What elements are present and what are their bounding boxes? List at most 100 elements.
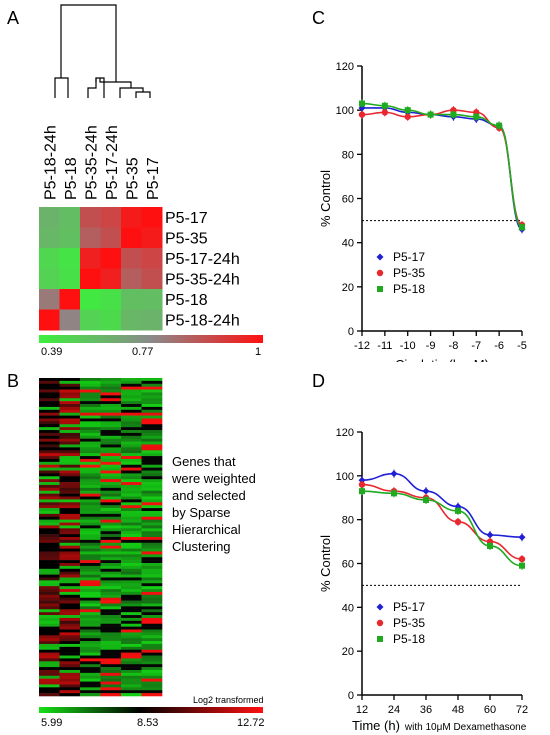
gene-heatmap-cell <box>141 534 163 538</box>
gene-heatmap-cell <box>121 479 142 483</box>
heatmap-cell <box>39 207 60 228</box>
gene-heatmap-cell <box>80 641 101 645</box>
gene-heatmap-cell <box>100 398 122 402</box>
gene-heatmap-cell <box>80 487 101 492</box>
x-axis-label: Cisplatin (log M) <box>395 357 489 362</box>
gene-heatmap-cell <box>141 646 163 651</box>
gene-heatmap-cells <box>39 378 163 697</box>
gene-colorbar-mid: 8.53 <box>137 717 158 729</box>
gene-heatmap-cell <box>141 684 163 688</box>
gene-heatmap-cell <box>59 629 81 633</box>
gene-heatmap-cell <box>100 502 122 506</box>
gene-heatmap-cell <box>80 441 101 445</box>
gene-heatmap-cell <box>39 551 60 555</box>
heatmap-cell <box>39 227 60 249</box>
gene-heatmap-cell <box>80 597 101 601</box>
gene-heatmap-cell <box>100 632 122 636</box>
heatmap-cell <box>59 309 81 331</box>
gene-heatmap-cell <box>59 479 81 483</box>
heatmap-cell <box>121 248 142 269</box>
heatmap-cells <box>39 207 163 331</box>
gene-heatmap-cell <box>80 479 101 483</box>
gene-heatmap-cell <box>80 632 101 636</box>
gene-heatmap-cell <box>59 687 81 691</box>
legend-marker <box>376 269 384 277</box>
gene-heatmap-cell <box>121 438 142 442</box>
gene-heatmap-cell <box>121 401 142 405</box>
heatmap-column-label: P5-17-24h <box>104 125 121 200</box>
gene-heatmap-cell <box>141 406 163 411</box>
heatmap-cell <box>141 289 163 310</box>
correlation-heatmap-panel: P5-18-24h P5-18 P5-35-24h P5-17-24h P5-35 P5-… <box>39 4 263 358</box>
gene-heatmap-cell <box>100 551 122 555</box>
gene-heatmap-cell <box>100 404 122 408</box>
gene-heatmap-cell <box>59 447 81 451</box>
gene-heatmap-cell <box>80 658 101 662</box>
gene-heatmap-cell <box>59 669 81 674</box>
gene-heatmap-cell <box>39 467 60 471</box>
gene-heatmap-cell <box>121 600 142 604</box>
gene-heatmap-cell <box>39 597 60 601</box>
gene-heatmap-cell <box>39 591 60 596</box>
gene-heatmap-cell <box>141 424 163 428</box>
gene-heatmap-cell <box>141 447 163 451</box>
gene-heatmap-cell <box>121 554 142 558</box>
gene-heatmap-cell <box>80 554 101 558</box>
gene-heatmap-cell <box>59 675 81 679</box>
gene-heatmap-cell <box>100 583 122 587</box>
gene-heatmap-cell <box>100 484 122 489</box>
gene-heatmap-cell <box>39 432 60 437</box>
gene-heatmap-cell <box>59 438 81 442</box>
gene-heatmap-cell <box>100 635 122 639</box>
gene-heatmap-cell <box>59 597 81 601</box>
gene-heatmap-cell <box>80 447 101 451</box>
gene-heatmap-cell <box>59 432 81 437</box>
gene-heatmap-cell <box>121 612 142 616</box>
gene-heatmap-cell <box>59 577 81 581</box>
panel-letter-c: C <box>312 8 325 28</box>
gene-heatmap-cell <box>121 435 142 440</box>
gene-heatmap-cell <box>39 586 60 590</box>
gene-heatmap-cell <box>39 548 60 552</box>
gene-heatmap-cell <box>80 560 101 564</box>
gene-heatmap-cell <box>80 458 101 463</box>
gene-heatmap-cell <box>59 522 81 526</box>
gene-heatmap-cell <box>141 453 163 457</box>
gene-heatmap-cell <box>80 490 101 494</box>
gene-heatmap-cell <box>141 430 163 434</box>
gene-heatmap-cell <box>141 606 163 610</box>
gene-heatmap-cell <box>121 409 142 413</box>
gene-heatmap-cell <box>39 409 60 413</box>
gene-heatmap-cell <box>121 392 142 396</box>
y-tick-label: 40 <box>342 602 354 614</box>
gene-heatmap-cell <box>80 623 101 627</box>
heatmap-column-label: P5-17 <box>145 157 162 200</box>
gene-heatmap-cell <box>141 438 163 442</box>
gene-heatmap-cell <box>100 667 122 671</box>
gene-heatmap-cell <box>121 615 142 619</box>
gene-heatmap-cell <box>100 493 122 497</box>
x-tick-label: 24 <box>388 704 400 716</box>
gene-heatmap-cell <box>80 687 101 691</box>
gene-heatmap-cell <box>141 404 163 408</box>
gene-heatmap-cell <box>59 516 81 520</box>
gene-heatmap-cell <box>39 496 60 500</box>
gene-heatmap-cell <box>121 638 142 642</box>
gene-heatmap-cell <box>59 563 81 567</box>
legend-label: P5-18 <box>393 632 425 646</box>
heatmap-row-label: P5-35-24h <box>165 272 240 289</box>
gene-heatmap-cell <box>39 658 60 662</box>
heatmap-row-label: P5-18-24h <box>165 313 240 330</box>
data-point-p5-35 <box>404 113 411 120</box>
gene-heatmap-cell <box>121 641 142 645</box>
legend-label: P5-35 <box>393 266 425 280</box>
gene-heatmap-cell <box>141 412 163 416</box>
gene-heatmap-cell <box>121 568 142 572</box>
gene-heatmap-cell <box>80 496 101 500</box>
gene-heatmap-cell <box>80 467 101 471</box>
x-tick-label: 36 <box>420 704 432 716</box>
gene-heatmap-cell <box>141 461 163 466</box>
gene-heatmap-cell <box>80 516 101 520</box>
gene-heatmap-cell <box>141 537 163 541</box>
gene-heatmap-cell <box>121 493 142 497</box>
